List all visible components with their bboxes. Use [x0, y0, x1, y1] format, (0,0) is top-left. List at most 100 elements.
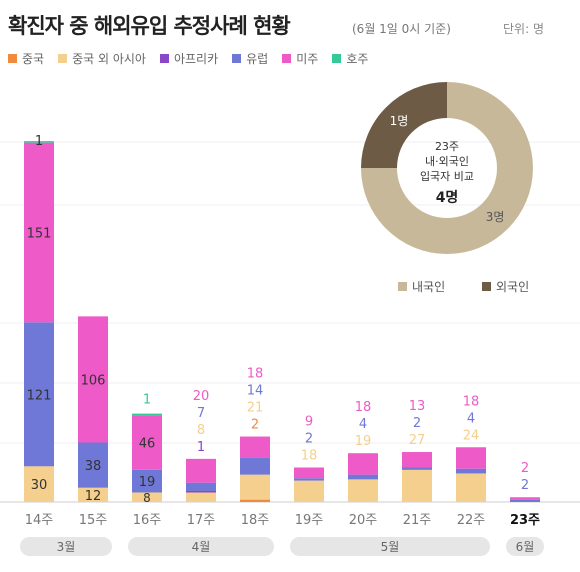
bar-18주-미주	[240, 436, 270, 458]
data-label-23주-미주: 2	[521, 461, 529, 476]
legend-item-europe: 유럽	[232, 50, 268, 67]
data-label-22주-유럽: 4	[467, 411, 475, 426]
data-label-22주-중국 외 아시아: 24	[463, 428, 480, 443]
bar-20주-미주	[348, 453, 378, 475]
data-label-20주-유럽: 4	[359, 417, 367, 432]
data-label-17주-중국 외 아시아: 8	[197, 423, 205, 438]
bar-21주-미주	[402, 452, 432, 468]
bar-22주-미주	[456, 447, 486, 469]
month-pill-3월	[20, 537, 112, 556]
month-pill-5월	[290, 537, 490, 556]
bar-19주-중국 외 아시아	[294, 480, 324, 502]
legend-swatch-australia	[332, 54, 342, 63]
bar-15주-유럽	[78, 442, 108, 488]
data-label-17주-아프리카: 1	[197, 440, 205, 455]
bar-14주-유럽	[24, 322, 54, 467]
bar-17주-아프리카	[186, 490, 216, 493]
bar-23주-미주	[510, 497, 540, 500]
bar-22주-중국 외 아시아	[456, 473, 486, 502]
data-label-19주-미주: 9	[305, 414, 313, 429]
data-label-18주-유럽: 14	[247, 384, 264, 399]
data-label-20주-중국 외 아시아: 19	[355, 434, 372, 449]
x-tick-16주: 16주	[133, 513, 162, 528]
bar-16주-유럽	[132, 469, 162, 493]
x-tick-19주: 19주	[295, 513, 324, 528]
chart-subtitle: (6월 1일 0시 기준)	[352, 22, 451, 36]
bar-14주-호주	[24, 141, 54, 143]
bar-19주-유럽	[294, 478, 324, 481]
bar-20주-유럽	[348, 474, 378, 480]
bar-22주-유럽	[456, 468, 486, 474]
x-tick-17주: 17주	[187, 513, 216, 528]
data-label-22주-미주: 18	[463, 394, 480, 409]
legend-item-africa: 아프리카	[159, 50, 219, 67]
bar-17주-중국 외 아시아	[186, 492, 216, 502]
bar-19주-미주	[294, 467, 324, 479]
donut-label-외국인: 1명	[390, 114, 409, 128]
unit-label: 단위: 명	[503, 22, 544, 36]
data-label-23주-유럽: 2	[521, 478, 529, 493]
data-label-18주-중국 외 아시아: 21	[247, 401, 264, 416]
donut-slice-외국인	[361, 82, 447, 168]
data-label-15주-미주: 106	[81, 373, 106, 388]
donut-center-line-1: 내·외국인	[425, 155, 469, 168]
data-label-16주-유럽: 19	[139, 475, 156, 490]
legend-item-china: 중국	[8, 50, 44, 67]
data-label-16주-중국 외 아시아: 8	[143, 491, 151, 505]
data-label-14주-미주: 151	[27, 226, 52, 241]
chart-title: 확진자 중 해외유입 추정사례 현황	[8, 14, 291, 38]
legend-swatch-africa	[159, 54, 169, 63]
x-tick-20주: 20주	[349, 513, 378, 528]
x-tick-18주: 18주	[241, 513, 270, 528]
legend-item-australia: 호주	[332, 50, 368, 67]
x-tick-23주: 23주	[510, 513, 540, 528]
donut-center-line-0: 23주	[435, 140, 459, 153]
bar-18주-유럽	[240, 457, 270, 475]
legend-label-australia: 호주	[346, 52, 369, 66]
bar-20주-중국 외 아시아	[348, 479, 378, 502]
bar-21주-유럽	[402, 467, 432, 470]
data-label-19주-유럽: 2	[305, 431, 313, 446]
donut-label-내국인: 3명	[486, 210, 505, 224]
month-label-5월: 5월	[381, 540, 400, 554]
data-label-20주-미주: 18	[355, 400, 372, 415]
legend-label-americas: 미주	[296, 52, 319, 66]
donut-legend-label-내국인: 내국인	[412, 280, 445, 294]
bar-14주-미주	[24, 142, 54, 323]
data-label-18주-중국: 2	[251, 418, 259, 433]
data-label-16주-호주: 1	[143, 393, 151, 408]
bar-17주-미주	[186, 458, 216, 483]
bar-16주-호주	[132, 413, 162, 416]
x-tick-15주: 15주	[79, 513, 108, 528]
legend-item-americas: 미주	[282, 50, 318, 67]
donut-legend-swatch-내국인	[398, 282, 407, 291]
bar-18주-중국 외 아시아	[240, 474, 270, 500]
x-tick-21주: 21주	[403, 513, 432, 528]
bar-23주-유럽	[510, 499, 540, 502]
data-label-14주-유럽: 121	[27, 388, 52, 403]
legend-swatch-americas	[282, 54, 292, 63]
legend-swatch-asia	[58, 54, 68, 63]
data-label-21주-유럽: 2	[413, 416, 421, 431]
data-label-17주-유럽: 7	[197, 406, 205, 421]
month-pill-4월	[128, 537, 274, 556]
legend-label-asia: 중국 외 아시아	[72, 52, 146, 66]
month-pill-6월	[506, 537, 544, 556]
data-label-19주-중국 외 아시아: 18	[301, 448, 318, 463]
legend-label-africa: 아프리카	[173, 52, 219, 66]
donut-slice-내국인	[361, 82, 533, 254]
legend-swatch-europe	[232, 54, 242, 63]
donut-center-total: 4명	[436, 189, 459, 206]
x-tick-14주: 14주	[25, 513, 54, 528]
month-label-6월: 6월	[516, 540, 535, 554]
legend-swatch-china	[8, 54, 17, 63]
bar-21주-중국 외 아시아	[402, 469, 432, 502]
data-label-14주-중국 외 아시아: 30	[31, 478, 48, 493]
data-label-17주-미주: 20	[193, 389, 210, 404]
data-label-15주-유럽: 38	[85, 459, 102, 474]
bar-17주-유럽	[186, 482, 216, 491]
x-tick-22주: 22주	[457, 513, 486, 528]
bar-16주-미주	[132, 415, 162, 470]
data-label-21주-미주: 13	[409, 399, 426, 414]
